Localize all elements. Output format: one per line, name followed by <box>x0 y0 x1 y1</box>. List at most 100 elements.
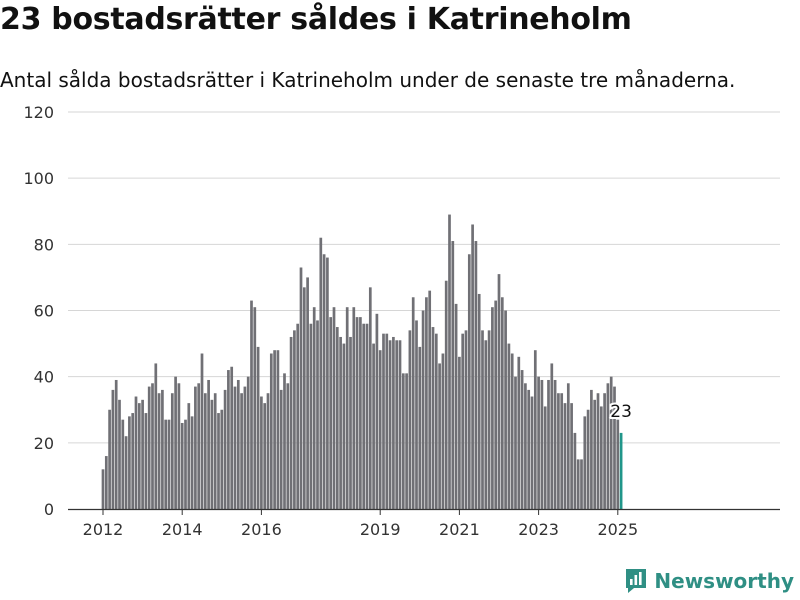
y-tick-label: 100 <box>23 169 54 188</box>
bar <box>586 409 590 509</box>
bar <box>302 287 306 509</box>
bar <box>240 393 243 509</box>
bar <box>332 307 336 509</box>
bar <box>510 353 514 509</box>
bar <box>507 343 511 509</box>
bar <box>408 330 412 509</box>
bar <box>596 393 600 509</box>
bar <box>392 336 395 509</box>
bar <box>448 214 451 509</box>
newsworthy-logo-text: Newsworthy <box>654 569 794 593</box>
bar <box>223 389 227 509</box>
bar <box>481 330 484 509</box>
bar <box>418 346 422 509</box>
bar <box>372 343 375 509</box>
bar <box>342 343 346 509</box>
chart-title: 23 bostadsrätter såldes i Katrineholm <box>0 2 632 37</box>
bar <box>283 373 286 509</box>
bar <box>266 393 270 509</box>
highlight-value-label: 23 <box>610 402 632 422</box>
newsworthy-logo-icon <box>626 569 647 593</box>
bar <box>250 300 253 509</box>
bar <box>411 297 415 509</box>
bar <box>609 376 613 509</box>
bar <box>190 416 194 509</box>
bar <box>590 389 593 509</box>
bar <box>108 409 111 509</box>
bar <box>118 399 121 509</box>
bar <box>144 413 148 509</box>
bar <box>312 307 316 509</box>
bar <box>296 323 300 509</box>
bar <box>487 330 491 509</box>
bar-chart: 0 20 40 60 80 100 120 2012 2014 2016 2019 2021 2023 2… <box>23 103 780 539</box>
bar <box>573 432 577 509</box>
bar <box>524 383 527 509</box>
bar <box>530 396 534 509</box>
bar <box>286 383 290 509</box>
bar <box>213 393 217 509</box>
bar <box>154 363 158 509</box>
bar <box>111 389 115 509</box>
bar <box>550 363 554 509</box>
x-tick-label: 2016 <box>241 520 282 539</box>
bar <box>520 370 524 509</box>
bar <box>157 393 161 509</box>
bar <box>504 310 507 509</box>
bar <box>349 336 352 509</box>
bar <box>293 330 296 509</box>
bar <box>164 419 168 509</box>
bar <box>540 379 544 509</box>
bar <box>474 241 478 509</box>
bar <box>434 333 438 509</box>
bar <box>385 333 389 509</box>
bar <box>593 399 597 509</box>
bar <box>269 353 273 509</box>
x-tick-label: 2014 <box>162 520 203 539</box>
bar <box>580 459 583 509</box>
bar <box>441 353 445 509</box>
bar <box>431 327 435 509</box>
bar <box>395 340 399 509</box>
bar <box>104 456 108 509</box>
bar <box>355 317 359 509</box>
bar <box>197 383 201 509</box>
bar <box>543 406 547 509</box>
bar <box>227 370 230 509</box>
bar <box>128 416 131 509</box>
bar <box>527 389 531 509</box>
bar <box>603 393 606 509</box>
bar <box>124 436 128 509</box>
bar <box>161 389 164 509</box>
bar <box>329 317 333 509</box>
bar <box>438 363 441 509</box>
x-tick-label: 2019 <box>360 520 401 539</box>
bar <box>335 327 339 509</box>
bar <box>398 340 402 509</box>
bar <box>200 353 204 509</box>
bar <box>339 336 342 509</box>
x-tick-label: 2012 <box>83 520 124 539</box>
bar <box>174 376 177 509</box>
bar <box>368 287 372 509</box>
y-tick-label: 60 <box>34 302 54 321</box>
bar <box>566 383 570 509</box>
bar <box>121 419 125 509</box>
bar <box>428 290 432 509</box>
bar <box>464 330 468 509</box>
bar <box>306 277 309 509</box>
bar <box>415 320 418 509</box>
bar <box>425 297 428 509</box>
bar <box>134 396 138 509</box>
bar <box>187 403 191 509</box>
bar <box>180 422 184 509</box>
bar <box>352 307 356 509</box>
bar <box>309 323 313 509</box>
x-tick-label: 2021 <box>439 520 480 539</box>
bar <box>141 399 144 509</box>
bar <box>537 376 540 509</box>
bar <box>401 373 405 509</box>
bar <box>382 333 385 509</box>
bar <box>461 333 465 509</box>
bar <box>230 366 234 509</box>
